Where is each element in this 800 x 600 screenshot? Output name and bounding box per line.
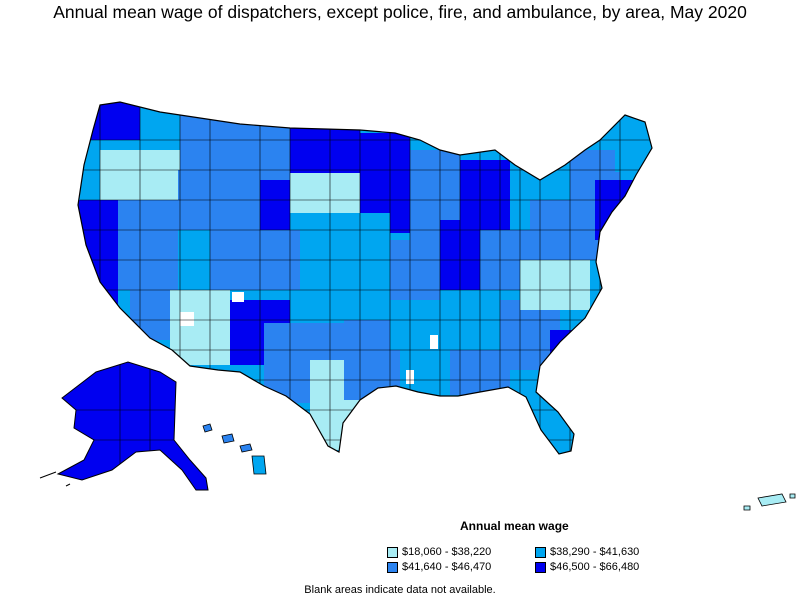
legend-label: $38,290 - $41,630	[550, 546, 640, 558]
legend-label: $46,500 - $66,480	[550, 561, 640, 573]
region-socal-inland	[130, 290, 170, 340]
hawaii-map	[202, 423, 267, 475]
region-nevada	[118, 200, 178, 290]
region-north-dakota	[290, 128, 360, 173]
legend-swatch	[535, 561, 546, 573]
legend-swatch	[387, 546, 398, 558]
region-wa-west	[80, 102, 140, 140]
legend-item: $46,500 - $66,480	[535, 560, 639, 574]
region-california-coast	[78, 200, 118, 310]
legend-item: $38,290 - $41,630	[535, 545, 639, 559]
footnote: Blank areas indicate data not available.	[304, 584, 496, 596]
region-wa-east	[140, 110, 180, 140]
region-no-data-4	[430, 335, 438, 349]
alaska-map	[39, 361, 209, 491]
legend-label: $41,640 - $46,470	[402, 561, 492, 573]
region-nebraska-kansas	[300, 213, 390, 293]
legend-label: $18,060 - $38,220	[402, 546, 492, 558]
region-no-data-2	[180, 312, 194, 326]
legend-swatch	[387, 561, 398, 573]
puerto-rico-map	[743, 493, 796, 511]
region-wyoming-east	[260, 180, 290, 230]
region-oklahoma-west	[290, 293, 350, 323]
region-carolinas-virginia	[520, 260, 590, 310]
conus-map	[77, 101, 653, 455]
region-northeast-corridor	[595, 180, 640, 240]
legend-swatch	[535, 546, 546, 558]
region-arizona	[170, 290, 230, 365]
legend-item: $41,640 - $46,470	[387, 560, 491, 574]
region-no-data-1	[232, 292, 244, 302]
map-title: Annual mean wage of dispatchers, except …	[53, 2, 747, 22]
conus-outline	[77, 101, 653, 455]
region-maine	[615, 112, 652, 172]
legend-item: $18,060 - $38,220	[387, 545, 491, 559]
legend-title: Annual mean wage	[460, 519, 569, 533]
